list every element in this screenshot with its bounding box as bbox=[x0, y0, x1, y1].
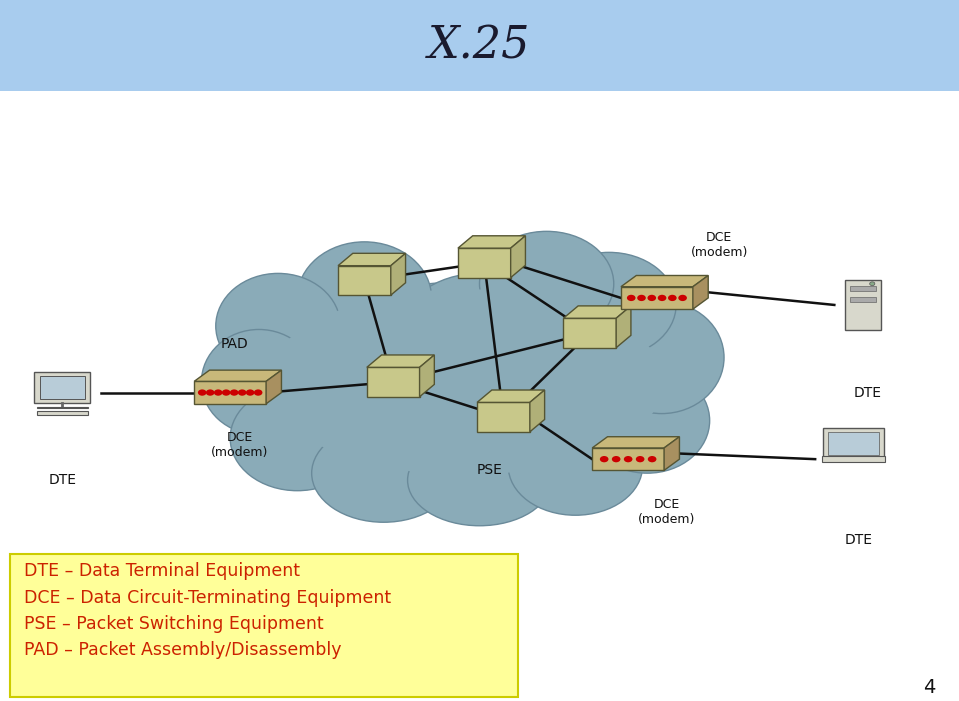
FancyBboxPatch shape bbox=[0, 0, 959, 91]
Circle shape bbox=[658, 294, 667, 301]
Ellipse shape bbox=[408, 435, 551, 526]
Polygon shape bbox=[40, 376, 84, 399]
Ellipse shape bbox=[216, 273, 340, 379]
Text: DCE
(modem): DCE (modem) bbox=[638, 498, 695, 526]
Ellipse shape bbox=[201, 329, 316, 435]
Circle shape bbox=[206, 390, 215, 395]
Polygon shape bbox=[338, 253, 406, 266]
Text: DCE
(modem): DCE (modem) bbox=[690, 231, 748, 259]
Polygon shape bbox=[692, 275, 708, 309]
Polygon shape bbox=[391, 253, 406, 295]
Circle shape bbox=[230, 390, 239, 395]
Polygon shape bbox=[851, 286, 876, 291]
Polygon shape bbox=[478, 402, 529, 432]
Circle shape bbox=[636, 456, 644, 463]
Polygon shape bbox=[510, 236, 526, 278]
Ellipse shape bbox=[398, 273, 561, 400]
Circle shape bbox=[647, 294, 656, 301]
Polygon shape bbox=[822, 456, 885, 462]
Ellipse shape bbox=[297, 242, 432, 354]
Polygon shape bbox=[621, 275, 708, 287]
Text: PSE: PSE bbox=[477, 463, 502, 477]
Polygon shape bbox=[851, 297, 876, 302]
Ellipse shape bbox=[585, 368, 710, 473]
Circle shape bbox=[627, 294, 636, 301]
Ellipse shape bbox=[599, 301, 724, 414]
Ellipse shape bbox=[267, 289, 664, 475]
Circle shape bbox=[222, 390, 230, 395]
Circle shape bbox=[600, 456, 609, 463]
Polygon shape bbox=[829, 432, 878, 456]
Circle shape bbox=[623, 456, 633, 463]
Polygon shape bbox=[366, 355, 434, 367]
Polygon shape bbox=[593, 448, 664, 470]
Polygon shape bbox=[37, 407, 87, 408]
Ellipse shape bbox=[312, 424, 456, 522]
Polygon shape bbox=[420, 355, 434, 397]
Polygon shape bbox=[37, 411, 87, 416]
Polygon shape bbox=[616, 306, 631, 348]
Ellipse shape bbox=[480, 231, 614, 336]
Circle shape bbox=[678, 294, 687, 301]
Polygon shape bbox=[823, 428, 884, 458]
Polygon shape bbox=[564, 318, 616, 348]
Circle shape bbox=[648, 456, 657, 463]
Polygon shape bbox=[478, 390, 545, 402]
Text: DTE – Data Terminal Equipment
DCE – Data Circuit-Terminating Equipment
PSE – Pac: DTE – Data Terminal Equipment DCE – Data… bbox=[24, 562, 391, 660]
Polygon shape bbox=[194, 381, 266, 404]
Text: PAD: PAD bbox=[222, 336, 248, 350]
Polygon shape bbox=[664, 437, 679, 470]
Polygon shape bbox=[621, 287, 692, 309]
Polygon shape bbox=[529, 390, 545, 432]
Polygon shape bbox=[35, 372, 90, 404]
Polygon shape bbox=[338, 266, 391, 295]
Text: DTE: DTE bbox=[854, 386, 882, 400]
Circle shape bbox=[214, 390, 222, 395]
Polygon shape bbox=[458, 248, 510, 278]
Circle shape bbox=[238, 390, 246, 395]
Polygon shape bbox=[366, 367, 420, 397]
Text: DTE: DTE bbox=[844, 533, 873, 547]
Polygon shape bbox=[194, 370, 282, 381]
Circle shape bbox=[870, 282, 875, 285]
Circle shape bbox=[637, 294, 645, 301]
Polygon shape bbox=[845, 280, 881, 330]
Polygon shape bbox=[266, 370, 282, 404]
Circle shape bbox=[612, 456, 620, 463]
Circle shape bbox=[254, 390, 263, 395]
FancyBboxPatch shape bbox=[10, 554, 518, 697]
Circle shape bbox=[198, 390, 206, 395]
Polygon shape bbox=[593, 437, 679, 448]
Text: X.25: X.25 bbox=[429, 24, 530, 67]
Circle shape bbox=[668, 294, 677, 301]
Polygon shape bbox=[458, 236, 526, 248]
Ellipse shape bbox=[542, 252, 676, 358]
Text: DCE
(modem): DCE (modem) bbox=[211, 431, 269, 459]
Ellipse shape bbox=[259, 283, 671, 482]
Text: 4: 4 bbox=[923, 679, 935, 697]
Ellipse shape bbox=[508, 417, 643, 515]
Ellipse shape bbox=[230, 386, 364, 491]
Circle shape bbox=[246, 390, 254, 395]
Polygon shape bbox=[564, 306, 631, 318]
Text: DTE: DTE bbox=[48, 473, 77, 487]
